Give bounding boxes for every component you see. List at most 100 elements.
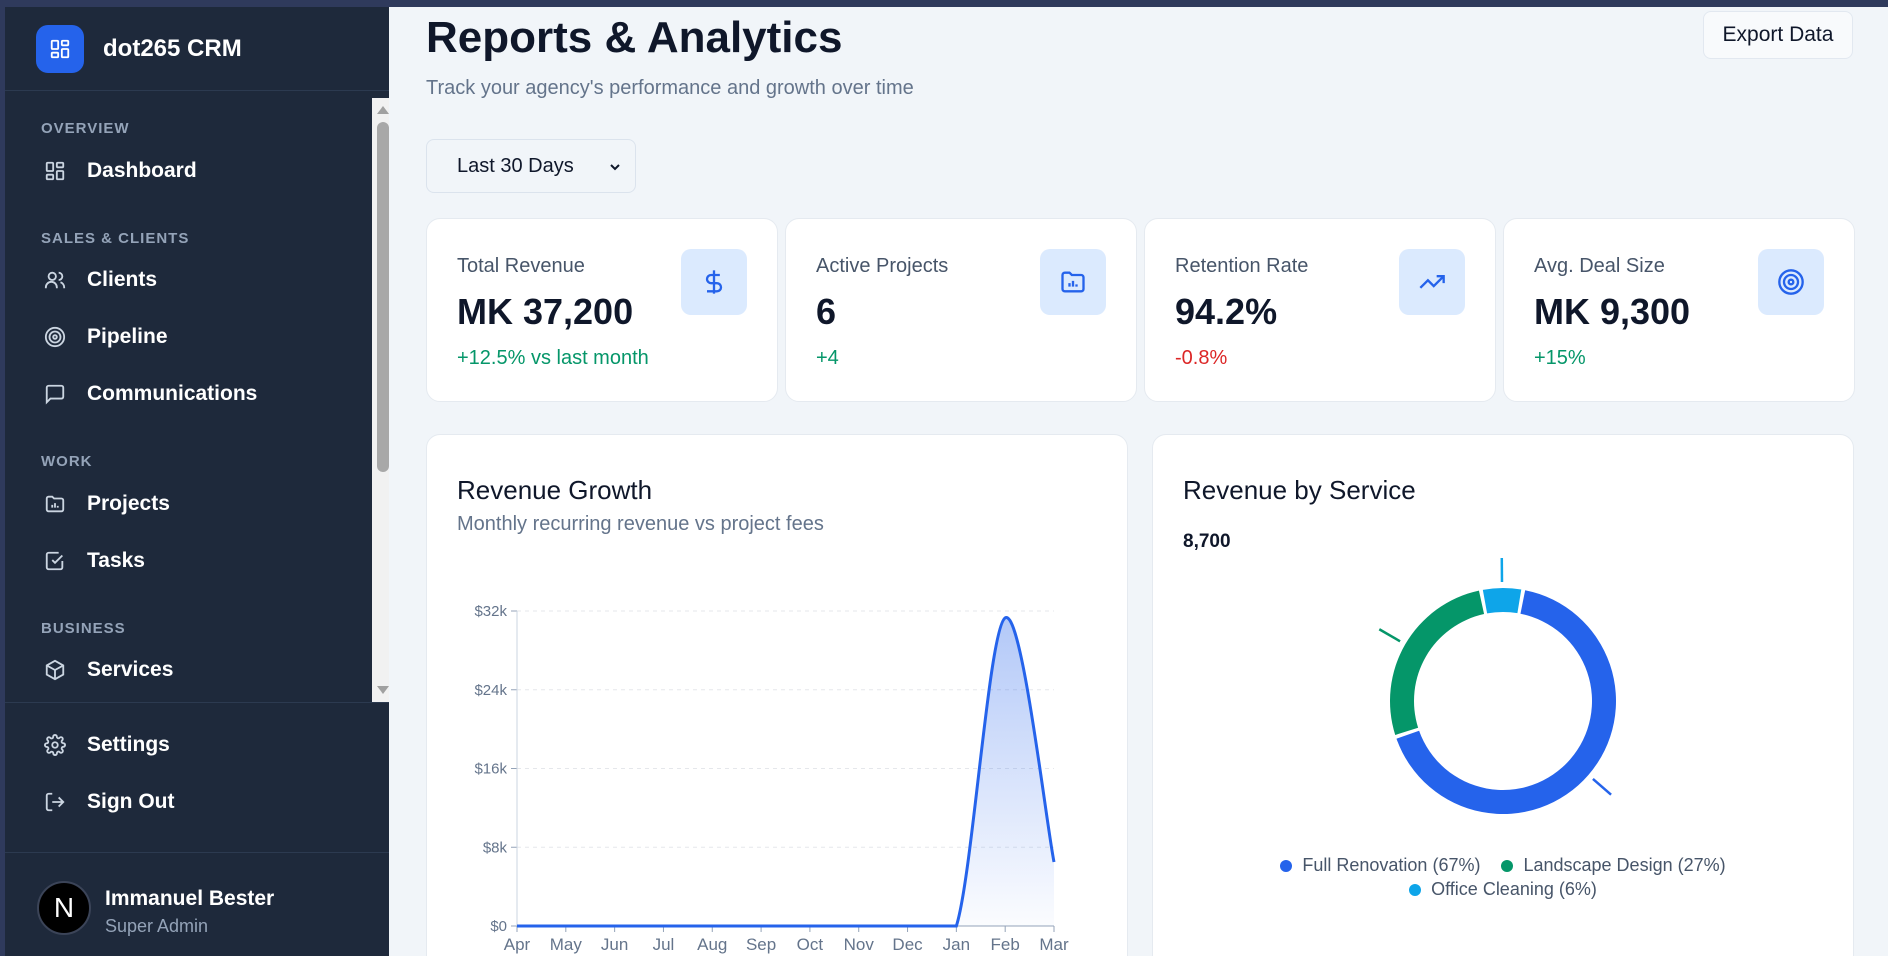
sidebar-item-label: Dashboard [87, 159, 197, 182]
stat-label: Active Projects [816, 255, 949, 277]
date-range-select[interactable]: Last 30 Days [426, 139, 636, 193]
chart-subtitle: Monthly recurring revenue vs project fee… [457, 513, 824, 535]
trending-up-icon [1399, 249, 1465, 315]
legend-label: Full Renovation (67%) [1302, 855, 1481, 875]
y-tick-label: $24k [474, 682, 507, 699]
legend-item[interactable]: Full Renovation (67%) [1280, 855, 1480, 876]
chevron-down-icon [607, 158, 623, 181]
sidebar-item-label: Projects [87, 492, 170, 515]
stat-label: Retention Rate [1175, 255, 1309, 277]
y-tick-label: $0 [490, 918, 507, 935]
x-tick-label: Jan [943, 935, 970, 954]
export-data-button[interactable]: Export Data [1703, 11, 1853, 59]
revenue-by-service-panel: Revenue by Service 8,700 Full Renovation… [1152, 434, 1854, 956]
slice-leader-line [1378, 628, 1401, 643]
legend-dot [1280, 859, 1293, 872]
stat-change: +15% [1534, 347, 1586, 369]
x-tick-label: Aug [697, 935, 727, 954]
nav-section-work: WORK [41, 453, 93, 470]
sidebar-item-clients[interactable]: Clients [41, 260, 361, 300]
sidebar-item-dashboard[interactable]: Dashboard [41, 151, 361, 191]
check-square-icon [41, 547, 69, 575]
stat-card-retention-rate: Retention Rate 94.2% -0.8% [1144, 218, 1496, 402]
scroll-up-arrow[interactable] [377, 106, 389, 114]
chart-legend: Full Renovation (67%) Landscape Design (… [1153, 855, 1853, 877]
sign-out-icon [41, 788, 69, 816]
stat-label: Total Revenue [457, 255, 585, 277]
page-subtitle: Track your agency's performance and grow… [426, 77, 914, 99]
stat-change: +12.5% vs last month [457, 347, 649, 369]
user-profile[interactable]: N Immanuel Bester Super Admin [5, 852, 389, 956]
folder-chart-icon [1040, 249, 1106, 315]
sidebar-bottom: Settings Sign Out [5, 702, 389, 852]
revenue-growth-chart[interactable]: $0 $8k $16k $24k $32k Apr May Jun Jul Aug Sep Oct No… [427, 550, 1127, 956]
message-icon [41, 380, 69, 408]
brand-name: dot265 CRM [103, 34, 242, 62]
sidebar-scrollbar[interactable] [372, 98, 394, 702]
x-tick-label: Apr [504, 935, 531, 954]
x-tick-label: Dec [892, 935, 923, 954]
stat-value: MK 37,200 [457, 291, 634, 332]
slice-leader-line [1592, 777, 1612, 796]
stat-value: MK 9,300 [1534, 291, 1691, 332]
series-line [517, 616, 1056, 928]
x-tick-label: Jul [653, 935, 675, 954]
chart-title: Revenue Growth [457, 475, 653, 505]
sidebar-item-tasks[interactable]: Tasks [41, 541, 361, 581]
x-tick-label: Nov [844, 935, 875, 954]
legend-dot [1409, 883, 1422, 896]
sidebar-item-services[interactable]: Services [41, 650, 361, 690]
legend-item[interactable]: Landscape Design (27%) [1501, 855, 1726, 876]
target-icon [41, 323, 69, 351]
stat-card-total-revenue: Total Revenue MK 37,200 +12.5% vs last m… [426, 218, 778, 402]
scroll-down-arrow[interactable] [377, 686, 389, 694]
sidebar-item-label: Clients [87, 268, 158, 291]
stat-change: -0.8% [1175, 347, 1228, 369]
y-tick-label: $32k [474, 603, 507, 620]
donut-slice [1390, 590, 1485, 735]
package-icon [41, 656, 69, 684]
revenue-by-service-chart[interactable] [1153, 555, 1853, 855]
legend-item[interactable]: Office Cleaning (6%) [1409, 879, 1597, 900]
sidebar-item-label: Services [87, 658, 174, 681]
sidebar-item-pipeline[interactable]: Pipeline [41, 317, 361, 357]
brand[interactable]: dot265 CRM [5, 7, 389, 91]
revenue-growth-panel: Revenue Growth Monthly recurring revenue… [426, 434, 1128, 956]
sidebar: dot265 CRM OVERVIEW Dashboard SALES & CL… [0, 0, 394, 956]
x-tick-label: Oct [797, 935, 824, 954]
nav-section-overview: OVERVIEW [41, 120, 130, 137]
users-icon [41, 266, 69, 294]
stat-card-avg-deal-size: Avg. Deal Size MK 9,300 +15% [1503, 218, 1855, 402]
stat-value: 6 [816, 291, 837, 332]
sidebar-item-sign-out[interactable]: Sign Out [41, 782, 361, 822]
chart-legend-row-2: Office Cleaning (6%) [1153, 879, 1853, 901]
date-range-value: Last 30 Days [457, 154, 574, 177]
donut-slice [1482, 588, 1522, 614]
scrollbar-thumb[interactable] [377, 122, 389, 472]
dashboard-logo-icon [36, 24, 84, 73]
x-tick-label: Sep [746, 935, 776, 954]
page-title: Reports & Analytics [426, 13, 843, 62]
nav-section-business: BUSINESS [41, 620, 126, 637]
sidebar-item-label: Settings [87, 733, 170, 756]
chart-title: Revenue by Service [1183, 475, 1416, 505]
gear-icon [41, 731, 69, 759]
sidebar-item-settings[interactable]: Settings [41, 725, 361, 765]
y-tick-label: $8k [483, 839, 508, 856]
legend-label: Office Cleaning (6%) [1431, 879, 1597, 899]
sidebar-item-label: Tasks [87, 549, 145, 572]
sidebar-item-label: Sign Out [87, 790, 175, 813]
target-icon [1758, 249, 1824, 315]
x-tick-label: Jun [601, 935, 628, 954]
series-area [517, 617, 1054, 926]
sidebar-item-communications[interactable]: Communications [41, 374, 361, 414]
sidebar-item-projects[interactable]: Projects [41, 484, 361, 524]
nav-section-sales: SALES & CLIENTS [41, 230, 190, 247]
x-tick-label: Feb [991, 935, 1020, 954]
main-content: Reports & Analytics Track your agency's … [389, 7, 1888, 956]
stat-change: +4 [816, 347, 839, 369]
sidebar-item-label: Pipeline [87, 325, 168, 348]
stat-label: Avg. Deal Size [1534, 255, 1665, 277]
dollar-icon [681, 249, 747, 315]
legend-dot [1501, 859, 1514, 872]
